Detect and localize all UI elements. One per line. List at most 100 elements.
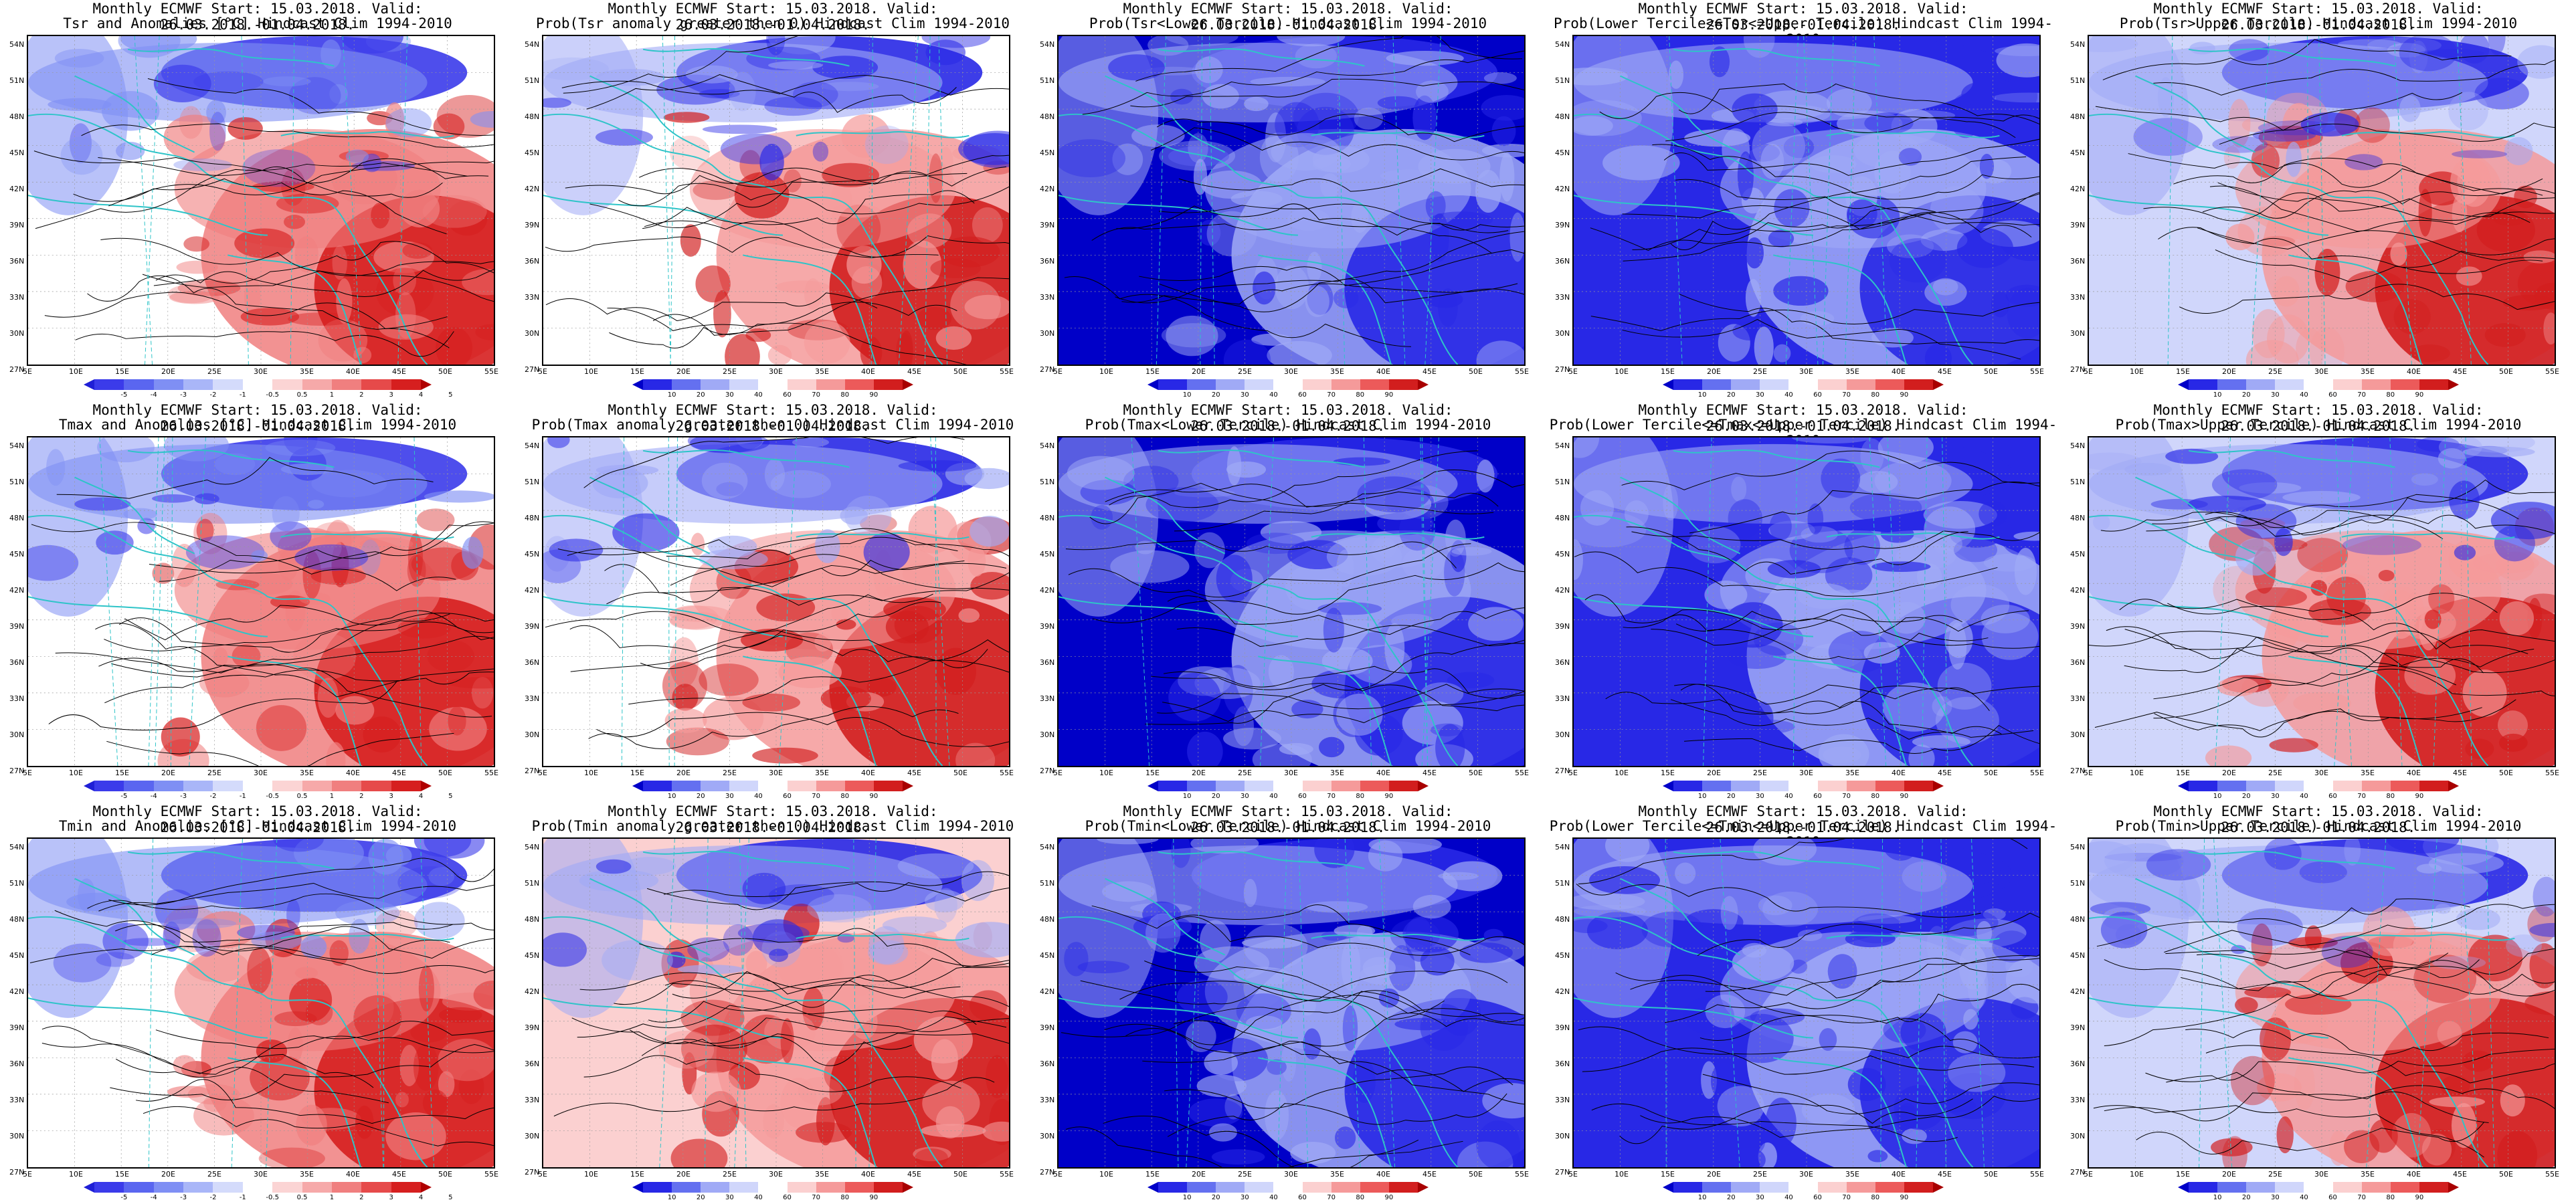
lon-tick-label: 35E	[815, 1170, 829, 1179]
lon-tick-label: 30E	[1799, 1170, 1813, 1179]
colorbar-swatch	[632, 781, 643, 791]
lat-tick-label: 27N	[9, 365, 25, 374]
colorbar-tick-label: 90	[2415, 1194, 2424, 1201]
colorbar-labels: 10 20 30 40 60 70 80 90	[2178, 391, 2459, 401]
lon-tick-label: 25E	[1753, 769, 1767, 777]
colorbar-tick-label: 40	[2300, 391, 2308, 399]
colorbar-swatch	[1731, 781, 1760, 791]
lon-tick-label: 40E	[1892, 1170, 1906, 1179]
lon-tick-label: 25E	[2268, 367, 2282, 376]
lat-tick-label: 30N	[9, 329, 25, 338]
panel-header: Monthly ECMWF Start: 15.03.2018. Valid: …	[608, 1, 938, 33]
colorbar-swatch	[2217, 1182, 2247, 1193]
lat-tick-label: 51N	[2070, 76, 2086, 85]
panel-header: Monthly ECMWF Start: 15.03.2018. Valid: …	[92, 803, 423, 835]
lat-tick-label: 51N	[1555, 76, 1570, 85]
map-panel-tmin-prob-middle: Monthly ECMWF Start: 15.03.2018. Valid: …	[1546, 803, 2061, 1204]
lon-tick-label: 5E	[1568, 769, 1578, 777]
lat-tick-label: 39N	[525, 221, 540, 229]
colorbar-tick-label: 90	[2415, 391, 2424, 399]
colorbar-tick-label: 70	[1842, 793, 1851, 800]
lon-tick-label: 20E	[676, 1170, 691, 1179]
lat-tick-label: 30N	[2070, 1132, 2086, 1140]
lon-tick-label: 20E	[1192, 769, 1206, 777]
colorbar-swatch	[844, 379, 874, 390]
colorbar-swatch	[420, 781, 432, 791]
colorbar-swatch	[2332, 379, 2362, 390]
colorbar-tick-label: 90	[1384, 1194, 1394, 1201]
lat-tick-label: 27N	[2070, 365, 2086, 374]
lon-tick-label: 45E	[392, 367, 406, 376]
lon-tick-label: 5E	[1568, 367, 1578, 376]
colorbar-swatch	[1875, 781, 1904, 791]
colorbar-tick-label: -1	[239, 793, 246, 800]
lat-tick-label: 42N	[9, 586, 25, 595]
colorbar-swatch	[2304, 1182, 2333, 1193]
lat-tick-label: 45N	[9, 148, 25, 157]
lon-tick-label: 55E	[484, 367, 498, 376]
colorbar-swatch	[420, 379, 432, 390]
colorbar-swatch	[1788, 781, 1818, 791]
lon-tick-label: 55E	[2545, 1170, 2559, 1179]
colorbar-tick-label: 60	[783, 1194, 792, 1201]
lon-tick-label: 55E	[1000, 1170, 1014, 1179]
map-area	[2088, 436, 2556, 767]
colorbar-swatch	[1760, 1182, 1789, 1193]
colorbar-swatch	[1663, 379, 1673, 390]
lat-tick-label: 48N	[9, 915, 25, 924]
colorbar-tick-label: 70	[812, 793, 821, 800]
lon-tick-label: 40E	[1892, 367, 1906, 376]
lat-tick-label: 51N	[1555, 879, 1570, 888]
lon-tick-label: 10E	[1099, 367, 1113, 376]
colorbar-tick-label: 20	[1211, 793, 1220, 800]
lat-tick-label: 30N	[1555, 1132, 1570, 1140]
colorbar-labels: 10 20 30 40 60 70 80 90	[2178, 1194, 2459, 1203]
colorbar-labels: 10 20 30 40 60 70 80 90	[1147, 793, 1429, 802]
colorbar-swatch	[153, 781, 184, 791]
lat-tick-label: 27N	[1040, 365, 1055, 374]
lon-tick-label: 50E	[2499, 367, 2513, 376]
lat-tick-label: 45N	[1555, 550, 1570, 559]
colorbar-tick-label: 10	[2213, 1194, 2222, 1201]
colorbar-swatch	[1360, 1182, 1389, 1193]
colorbar-tick-label: 60	[1813, 391, 1822, 399]
colorbar-swatch	[1147, 1182, 1158, 1193]
colorbar-swatch	[1673, 1182, 1703, 1193]
colorbar-swatch	[758, 1182, 788, 1193]
lon-tick-label: 30E	[769, 367, 783, 376]
colorbar	[84, 379, 432, 390]
panel-title: Prob(Tmax>Upper Tercile) Hindcast Clim 1…	[2115, 417, 2522, 433]
colorbar-swatch	[816, 1182, 845, 1193]
map-area	[27, 436, 495, 767]
lon-tick-label: 45E	[392, 769, 406, 777]
lat-tick-label: 45N	[1040, 550, 1055, 559]
panel-header: Monthly ECMWF Start: 15.03.2018. Valid: …	[2153, 402, 2484, 434]
lon-tick-label: 40E	[1376, 1170, 1390, 1179]
colorbar-swatch	[2448, 379, 2459, 390]
lon-tick-label: 10E	[69, 769, 83, 777]
lon-tick-label: 35E	[1330, 367, 1344, 376]
colorbar-tick-label: 80	[2386, 793, 2395, 800]
lon-tick-label: 25E	[723, 367, 737, 376]
colorbar-tick-label: 80	[1871, 391, 1880, 399]
colorbar-swatch	[302, 781, 332, 791]
colorbar-tick-label: -2	[209, 793, 217, 800]
colorbar-swatch	[1663, 1182, 1673, 1193]
colorbar-tick-label: 80	[1871, 1194, 1880, 1201]
lat-tick-label: 48N	[525, 112, 540, 121]
colorbar-swatch	[391, 1182, 421, 1193]
colorbar-tick-label: 70	[812, 391, 821, 399]
lat-tick-label: 45N	[2070, 550, 2086, 559]
colorbar-swatch	[2390, 1182, 2419, 1193]
colorbar-swatch	[1875, 1182, 1904, 1193]
lat-tick-label: 33N	[9, 694, 25, 703]
lon-tick-label: 10E	[69, 367, 83, 376]
colorbar	[2178, 1182, 2459, 1193]
colorbar-tick-label: -5	[120, 391, 128, 399]
colorbar-swatch	[1702, 1182, 1732, 1193]
lat-tick-label: 48N	[1040, 112, 1055, 121]
colorbar-tick-label: 80	[840, 793, 850, 800]
map-area	[542, 436, 1010, 767]
colorbar-tick-label: 20	[696, 1194, 705, 1201]
colorbar-tick-label: 20	[1726, 793, 1736, 800]
